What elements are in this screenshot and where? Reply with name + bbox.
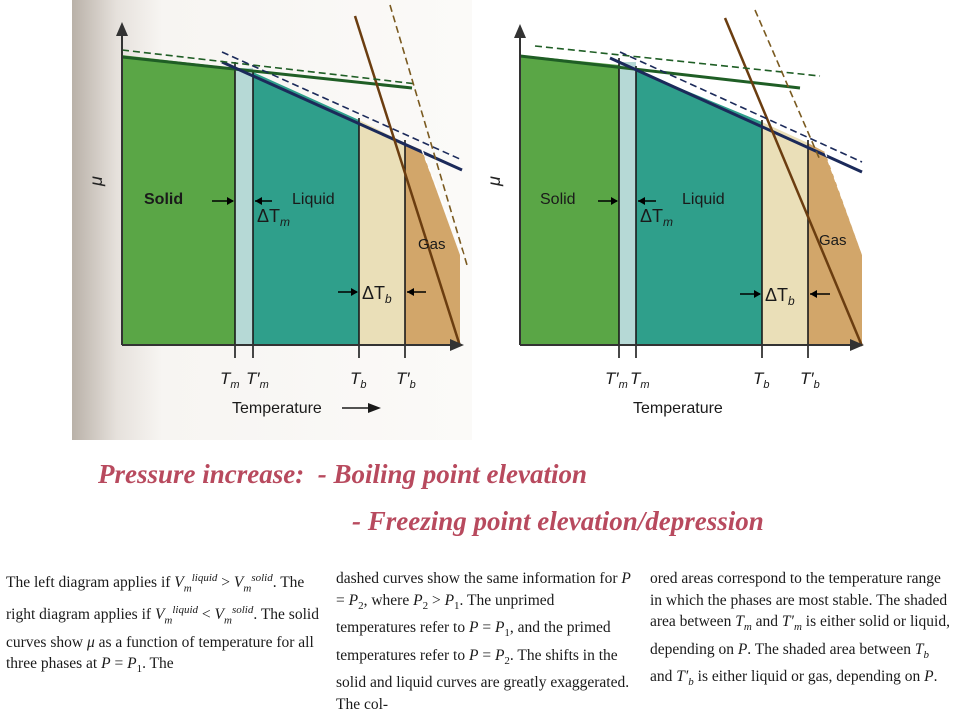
right-diagram-svg: μ Solid Liquid Gas ΔTm ΔTb T′m Tm Tb T′b… [484, 9, 865, 417]
tick-label-tbp: T′b [396, 369, 416, 391]
right-phase-diagram: μ Solid Liquid Gas ΔTm ΔTb T′m Tm Tb T′b… [480, 0, 880, 440]
tick-label-tm: Tm [220, 369, 240, 391]
liquid-mu-curve [221, 60, 463, 172]
y-axis-label: μ [484, 176, 504, 187]
solid-mu-dashed [121, 49, 418, 85]
gas-dashed-edge [421, 149, 465, 259]
gas-mu-dashed [389, 4, 468, 266]
slide-heading-line1: Pressure increase: - Boiling point eleva… [98, 459, 587, 489]
caption-col2-text: dashed curves show the same information … [336, 570, 631, 713]
x-axis-arrow [450, 339, 464, 351]
gas-mu-curve [723, 17, 864, 347]
left-diagram-svg: μ Solid Liquid Gas ΔTm ΔTb Tm T′m Tb T′b… [86, 4, 468, 417]
caption-column-1: The left diagram applies if Vmliquid > V… [6, 568, 324, 681]
tick-label-tm: Tm [630, 369, 650, 391]
tick-label-tbp: T′b [800, 369, 820, 391]
dtm-arrow-right-head [638, 197, 645, 205]
x-axis-label: Temperature [232, 400, 322, 417]
caption-col1-text: The left diagram applies if Vmliquid > V… [6, 572, 319, 676]
gas-label: Gas [819, 232, 847, 249]
gas-label: Gas [418, 236, 446, 253]
caption-column-3: ored areas correspond to the temperature… [650, 568, 950, 694]
y-axis-arrow [514, 24, 526, 38]
tick-label-tb: Tb [350, 369, 367, 391]
liquid-region [253, 72, 359, 345]
liquid-mu-dashed [619, 51, 863, 163]
delta-tm-label: ΔTm [640, 206, 673, 229]
solid-label: Solid [144, 191, 183, 208]
tick-label-tmp: T′m [605, 369, 628, 391]
x-axis-arrow [850, 339, 864, 351]
dtm-arrow-right-head [255, 197, 262, 205]
dtb-arrow-right-head [407, 288, 414, 296]
y-axis-label: μ [86, 176, 106, 187]
gas-region [405, 143, 460, 345]
liquid-label: Liquid [682, 191, 725, 208]
delta-tb-label: ΔTb [765, 285, 795, 308]
y-axis-arrow [116, 22, 128, 36]
liquid-region [636, 70, 762, 345]
solid-region [520, 55, 619, 345]
dtb-arrow-right-head [810, 290, 817, 298]
boil-band [359, 120, 405, 345]
solid-region [122, 55, 235, 345]
dtb-arrow-left-head [351, 288, 358, 296]
x-label-arrow-head [368, 403, 381, 413]
dtb-arrow-left-head [754, 290, 761, 298]
solid-label: Solid [540, 191, 576, 208]
caption-col3-text: ored areas correspond to the temperature… [650, 570, 950, 689]
tick-label-tb: Tb [753, 369, 770, 391]
melt-band [235, 68, 253, 345]
tick-label-tmp: T′m [246, 369, 269, 391]
left-phase-diagram: μ Solid Liquid Gas ΔTm ΔTb Tm T′m Tb T′b… [72, 0, 472, 440]
dtm-arrow-left-head [227, 197, 234, 205]
x-axis-label: Temperature [633, 400, 723, 417]
gas-mu-dashed [754, 9, 821, 161]
gas-mu-curve [353, 15, 462, 347]
solid-mu-dashed [534, 45, 821, 77]
dtm-arrow-left-head [611, 197, 618, 205]
delta-tb-label: ΔTb [362, 283, 392, 306]
caption-column-2: dashed curves show the same information … [336, 568, 636, 715]
liquid-label: Liquid [292, 191, 335, 208]
melt-band [619, 62, 636, 345]
liquid-mu-curve [609, 56, 863, 174]
gas-dashed-edge [824, 151, 865, 259]
delta-tm-label: ΔTm [257, 206, 290, 229]
boil-band [762, 122, 808, 345]
slide-heading-line2: - Freezing point elevation/depression [352, 506, 764, 536]
